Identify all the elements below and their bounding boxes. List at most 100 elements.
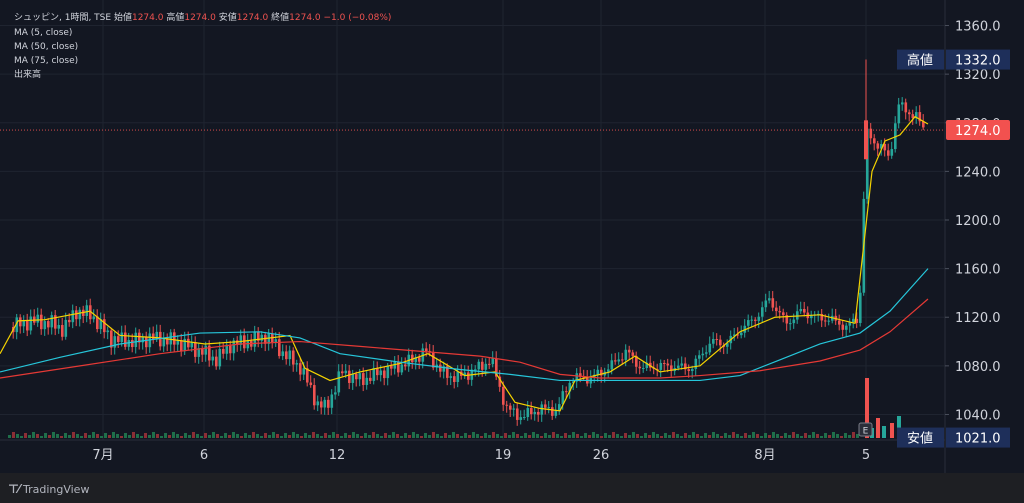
volume-bar bbox=[776, 434, 779, 438]
candle-body bbox=[474, 369, 477, 371]
volume-bar bbox=[832, 432, 835, 438]
volume-bar bbox=[72, 432, 75, 438]
high-value: 1274.0 bbox=[184, 13, 216, 23]
volume-bar bbox=[848, 435, 851, 438]
candle-body bbox=[838, 320, 841, 325]
volume-bar bbox=[356, 434, 359, 438]
volume-bar bbox=[452, 432, 455, 438]
open-value: 1274.0 bbox=[131, 13, 164, 23]
volume-bar bbox=[448, 435, 451, 438]
indicator-ma5[interactable]: MA (5, close) bbox=[14, 28, 73, 38]
volume-bar bbox=[484, 433, 487, 438]
candle-body bbox=[736, 334, 740, 336]
candle-body bbox=[516, 408, 519, 420]
y-tick-label: 1080.0 bbox=[955, 360, 1001, 375]
candle-body bbox=[614, 360, 617, 362]
volume-bar bbox=[512, 432, 515, 438]
volume-bar bbox=[472, 432, 475, 438]
candle-body bbox=[747, 320, 750, 326]
candle-body bbox=[852, 318, 855, 322]
last-price-box bbox=[946, 120, 1010, 141]
candle-body bbox=[348, 370, 351, 383]
earnings-marker-label[interactable]: E bbox=[863, 427, 869, 437]
candle-body bbox=[372, 367, 376, 381]
candle-body bbox=[796, 311, 799, 320]
indicator-volume[interactable]: 出来高 bbox=[14, 70, 42, 80]
candle-body bbox=[705, 352, 708, 354]
candle-body bbox=[110, 330, 113, 348]
candle-body bbox=[764, 300, 768, 308]
volume-bar bbox=[596, 434, 599, 438]
symbol-legend[interactable]: シュッピン, 1時間, TSE 始値1274.0 高値1274.0 安値1274… bbox=[14, 12, 391, 24]
volume-bar bbox=[360, 436, 363, 438]
volume-bar bbox=[228, 435, 231, 438]
candle-body bbox=[901, 102, 904, 105]
candle-body bbox=[124, 332, 127, 347]
price-chart[interactable]: 1040.01080.01120.01160.01200.01240.01280… bbox=[0, 0, 1024, 473]
candle-body bbox=[316, 401, 320, 406]
candle-body bbox=[358, 373, 362, 380]
candle-body bbox=[365, 377, 369, 385]
high-label: 高値 bbox=[166, 13, 185, 23]
volume-bar bbox=[368, 435, 371, 438]
volume-bar bbox=[544, 433, 547, 438]
candle-body bbox=[883, 143, 887, 151]
high-marker-value-box bbox=[946, 49, 1010, 70]
candle-body bbox=[22, 320, 26, 327]
volume-bar bbox=[760, 436, 763, 438]
earnings-marker[interactable] bbox=[858, 422, 873, 437]
volume-bar bbox=[852, 432, 855, 438]
volume-bar bbox=[564, 433, 567, 438]
candle-body bbox=[509, 405, 512, 410]
candle-body bbox=[355, 374, 358, 380]
symbol-info[interactable]: シュッピン, 1時間, TSE bbox=[14, 13, 112, 23]
volume-bar bbox=[196, 434, 199, 438]
candle-body bbox=[855, 318, 859, 323]
volume-bar bbox=[500, 436, 503, 438]
volume-bar bbox=[384, 433, 387, 438]
candle-body bbox=[260, 334, 264, 341]
volume-bar bbox=[824, 433, 827, 438]
volume-bar bbox=[836, 434, 839, 438]
indicator-ma50[interactable]: MA (50, close) bbox=[14, 42, 79, 52]
candle-body bbox=[481, 361, 484, 370]
tradingview-logo[interactable]: ⊤⁄ TradingView bbox=[8, 482, 89, 496]
volume-bar bbox=[732, 432, 735, 438]
volume-bar bbox=[304, 433, 307, 438]
volume-bar bbox=[780, 436, 783, 438]
volume-bar bbox=[156, 434, 159, 438]
volume-bar bbox=[332, 432, 335, 438]
candle-body bbox=[656, 368, 659, 370]
y-tick-label: 1120.0 bbox=[955, 311, 1001, 326]
candle-body bbox=[43, 321, 47, 330]
volume-bar bbox=[376, 434, 379, 438]
candle-body bbox=[841, 324, 845, 330]
candle-body bbox=[446, 366, 449, 378]
volume-bar bbox=[796, 434, 799, 438]
candle-body bbox=[845, 325, 848, 330]
volume-bar bbox=[212, 432, 215, 438]
candle-body bbox=[533, 411, 537, 415]
candle-body bbox=[523, 417, 526, 419]
volume-bar bbox=[12, 432, 15, 438]
volume-bar bbox=[240, 436, 243, 438]
volume-bar bbox=[340, 436, 343, 438]
candle-body bbox=[208, 345, 211, 361]
candle-body bbox=[113, 336, 117, 348]
volume-bar bbox=[52, 432, 55, 438]
candle-body bbox=[246, 341, 250, 349]
candle-body bbox=[631, 352, 635, 356]
candle-body bbox=[666, 363, 670, 366]
candle-body bbox=[292, 350, 295, 365]
volume-bar bbox=[840, 436, 843, 438]
volume-bar bbox=[180, 436, 183, 438]
volume-bar bbox=[164, 433, 167, 438]
candle-body bbox=[768, 298, 771, 301]
indicator-ma75[interactable]: MA (75, close) bbox=[14, 56, 79, 66]
chart-background bbox=[0, 0, 1024, 473]
volume-bar bbox=[508, 435, 511, 438]
volume-bar bbox=[764, 433, 767, 438]
candle-body bbox=[904, 102, 908, 113]
candle-body bbox=[344, 370, 348, 374]
volume-bar bbox=[16, 434, 19, 438]
